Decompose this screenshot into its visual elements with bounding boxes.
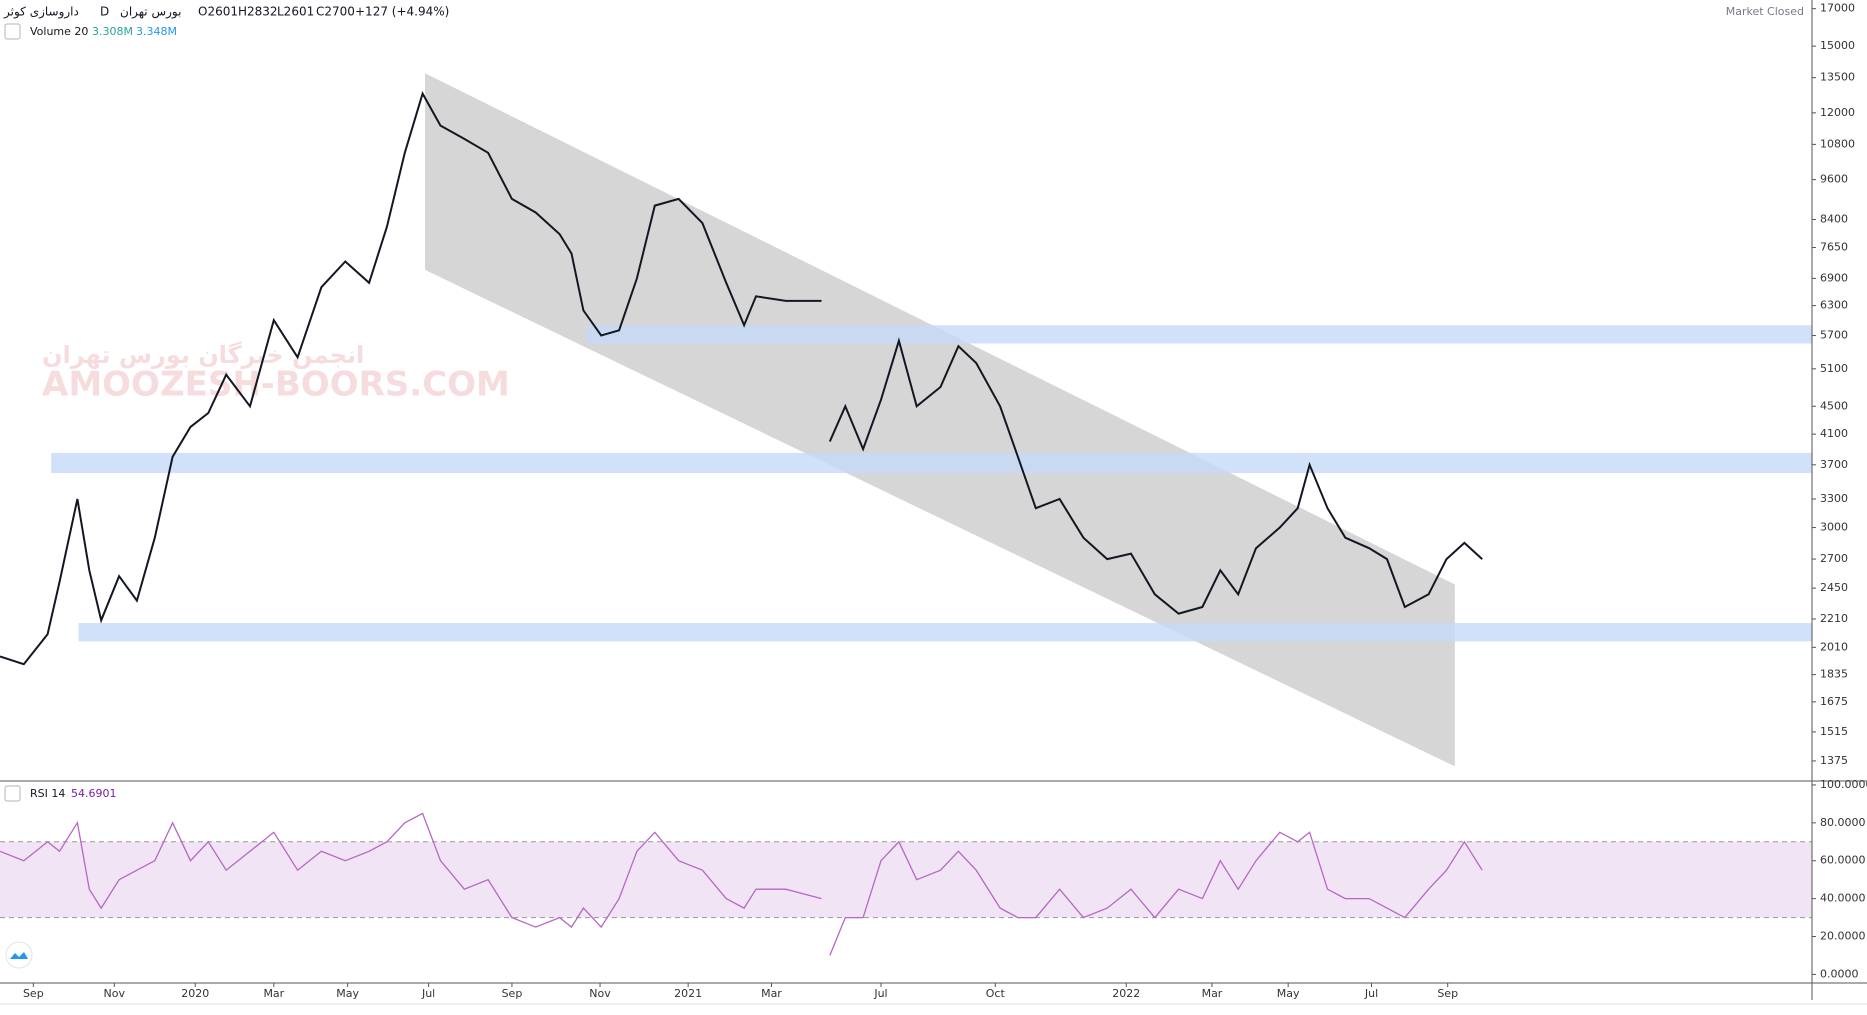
y-tick-label: 6900 — [1820, 271, 1848, 284]
y-tick-label: 1835 — [1820, 668, 1848, 681]
y-tick-label: 1375 — [1820, 754, 1848, 767]
high: H2832 — [238, 5, 278, 19]
price-line — [0, 91, 1483, 666]
x-tick-label: 2022 — [1112, 987, 1140, 1000]
x-tick-label: May — [1277, 987, 1300, 1000]
y-tick-label: 13500 — [1820, 71, 1855, 84]
volume-value: 3.308M — [92, 25, 133, 38]
y-tick-label: 2210 — [1820, 612, 1848, 625]
logo[interactable] — [5, 941, 33, 969]
y-tick-label: 5700 — [1820, 329, 1848, 342]
low: L2601 — [277, 5, 314, 19]
y-tick-label: 3700 — [1820, 458, 1848, 471]
y-tick-label: 17000 — [1820, 2, 1855, 15]
open: O2601 — [198, 5, 238, 19]
x-tick-label: Nov — [589, 987, 611, 1000]
symbol: داروسازی کوثر — [3, 5, 79, 20]
rsi-value: 54.6901 — [71, 787, 117, 800]
y-tick-label: 2010 — [1820, 640, 1848, 653]
support-zone — [78, 623, 1812, 642]
y-tick-label: 0.0000 — [1820, 967, 1859, 980]
y-tick-label: 9600 — [1820, 173, 1848, 186]
volume-value: 3.348M — [136, 25, 177, 38]
market-status: Market Closed — [1726, 5, 1804, 18]
x-tick-label: Sep — [23, 987, 44, 1000]
rsi-label: RSI 14 — [30, 787, 65, 800]
y-tick-label: 2700 — [1820, 552, 1848, 565]
price-line — [0, 812, 1483, 956]
x-tick-label: Jul — [1364, 987, 1378, 1000]
change: +127 (+4.94%) — [355, 5, 449, 19]
price-channel — [425, 73, 1455, 767]
y-tick-label: 40.0000 — [1820, 892, 1866, 905]
logo-icon — [10, 952, 28, 959]
y-tick-label: 4500 — [1820, 399, 1848, 412]
x-tick-label: Mar — [1202, 987, 1223, 1000]
y-tick-label: 3000 — [1820, 521, 1848, 534]
support-zone — [586, 325, 1813, 344]
x-tick-label: Nov — [104, 987, 126, 1000]
x-tick-label: Mar — [263, 987, 284, 1000]
watermark: انجمن خبرگان بورس تهران — [42, 341, 364, 369]
exchange: بورس تهران — [120, 5, 181, 20]
x-tick-label: Sep — [502, 987, 523, 1000]
y-tick-label: 4100 — [1820, 427, 1848, 440]
x-tick-label: Sep — [1437, 987, 1458, 1000]
x-tick-label: 2021 — [674, 987, 702, 1000]
y-tick-label: 12000 — [1820, 106, 1855, 119]
y-tick-label: 20.0000 — [1820, 930, 1866, 943]
rsi-band — [0, 841, 1812, 918]
y-tick-label: 7650 — [1820, 241, 1848, 254]
y-tick-label: 15000 — [1820, 39, 1855, 52]
y-tick-label: 5100 — [1820, 362, 1848, 375]
y-tick-label: 2450 — [1820, 581, 1848, 594]
y-tick-label: 8400 — [1820, 213, 1848, 226]
y-tick-label: 1675 — [1820, 695, 1848, 708]
x-tick-label: Jul — [421, 987, 435, 1000]
support-zone — [51, 452, 1813, 474]
y-tick-label: 1515 — [1820, 725, 1848, 738]
volume-label: Volume 20 — [30, 25, 88, 38]
y-tick-label: 60.0000 — [1820, 854, 1866, 867]
x-tick-label: May — [336, 987, 359, 1000]
y-tick-label: 6300 — [1820, 299, 1848, 312]
y-tick-label: 3300 — [1820, 492, 1848, 505]
watermark: AMOOZESH-BOORS.COM — [42, 365, 510, 405]
x-tick-label: Jul — [873, 987, 887, 1000]
x-tick-label: Oct — [986, 987, 1006, 1000]
x-tick-label: Mar — [761, 987, 782, 1000]
collapse-button[interactable] — [4, 785, 21, 802]
interval: D — [100, 5, 109, 19]
close: C2700 — [316, 5, 355, 19]
y-tick-label: 80.0000 — [1820, 816, 1866, 829]
y-tick-label: 100.0000 — [1820, 778, 1867, 791]
y-tick-label: 10800 — [1820, 137, 1855, 150]
collapse-button[interactable] — [4, 23, 21, 40]
x-tick-label: 2020 — [181, 987, 209, 1000]
